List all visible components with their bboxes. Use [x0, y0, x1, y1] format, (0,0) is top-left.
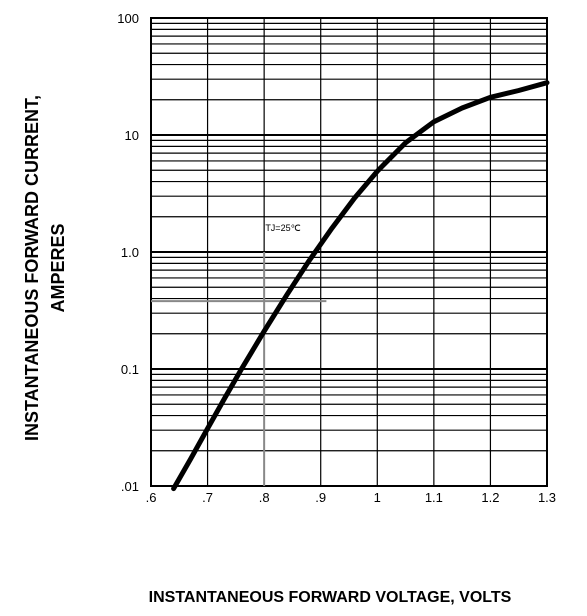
x-tick-labels: .6 .7 .8 .9 1 1.1 1.2 1.3 [146, 490, 556, 505]
x-tick-label: .8 [259, 490, 270, 505]
x-tick-label: 1.2 [481, 490, 499, 505]
y-tick-label: 100 [117, 11, 139, 26]
x-tick-label: 1.3 [538, 490, 556, 505]
x-tick-label: .6 [146, 490, 157, 505]
series-layer [171, 80, 550, 492]
x-tick-label: .7 [202, 490, 213, 505]
y-axis-title-line2: AMPERES [48, 223, 68, 312]
x-tick-label: 1 [374, 490, 381, 505]
y-tick-label: 1.0 [121, 245, 139, 260]
y-tick-labels: 100 10 1.0 0.1 .01 [117, 11, 139, 494]
y-tick-label: .01 [121, 479, 139, 494]
temperature-annotation: TJ=25℃ [265, 223, 300, 233]
y-axis-title-line1: INSTANTANEOUS FORWARD CURRENT, [22, 95, 42, 441]
y-tick-label: 0.1 [121, 362, 139, 377]
x-tick-label: .9 [315, 490, 326, 505]
grid [150, 17, 548, 487]
x-tick-label: 1.1 [425, 490, 443, 505]
series-curve [171, 80, 550, 492]
reference-lines [151, 252, 327, 486]
y-tick-label: 10 [125, 128, 139, 143]
x-axis-title: INSTANTANEOUS FORWARD VOLTAGE, VOLTS [149, 589, 512, 606]
plot-border [150, 17, 548, 487]
